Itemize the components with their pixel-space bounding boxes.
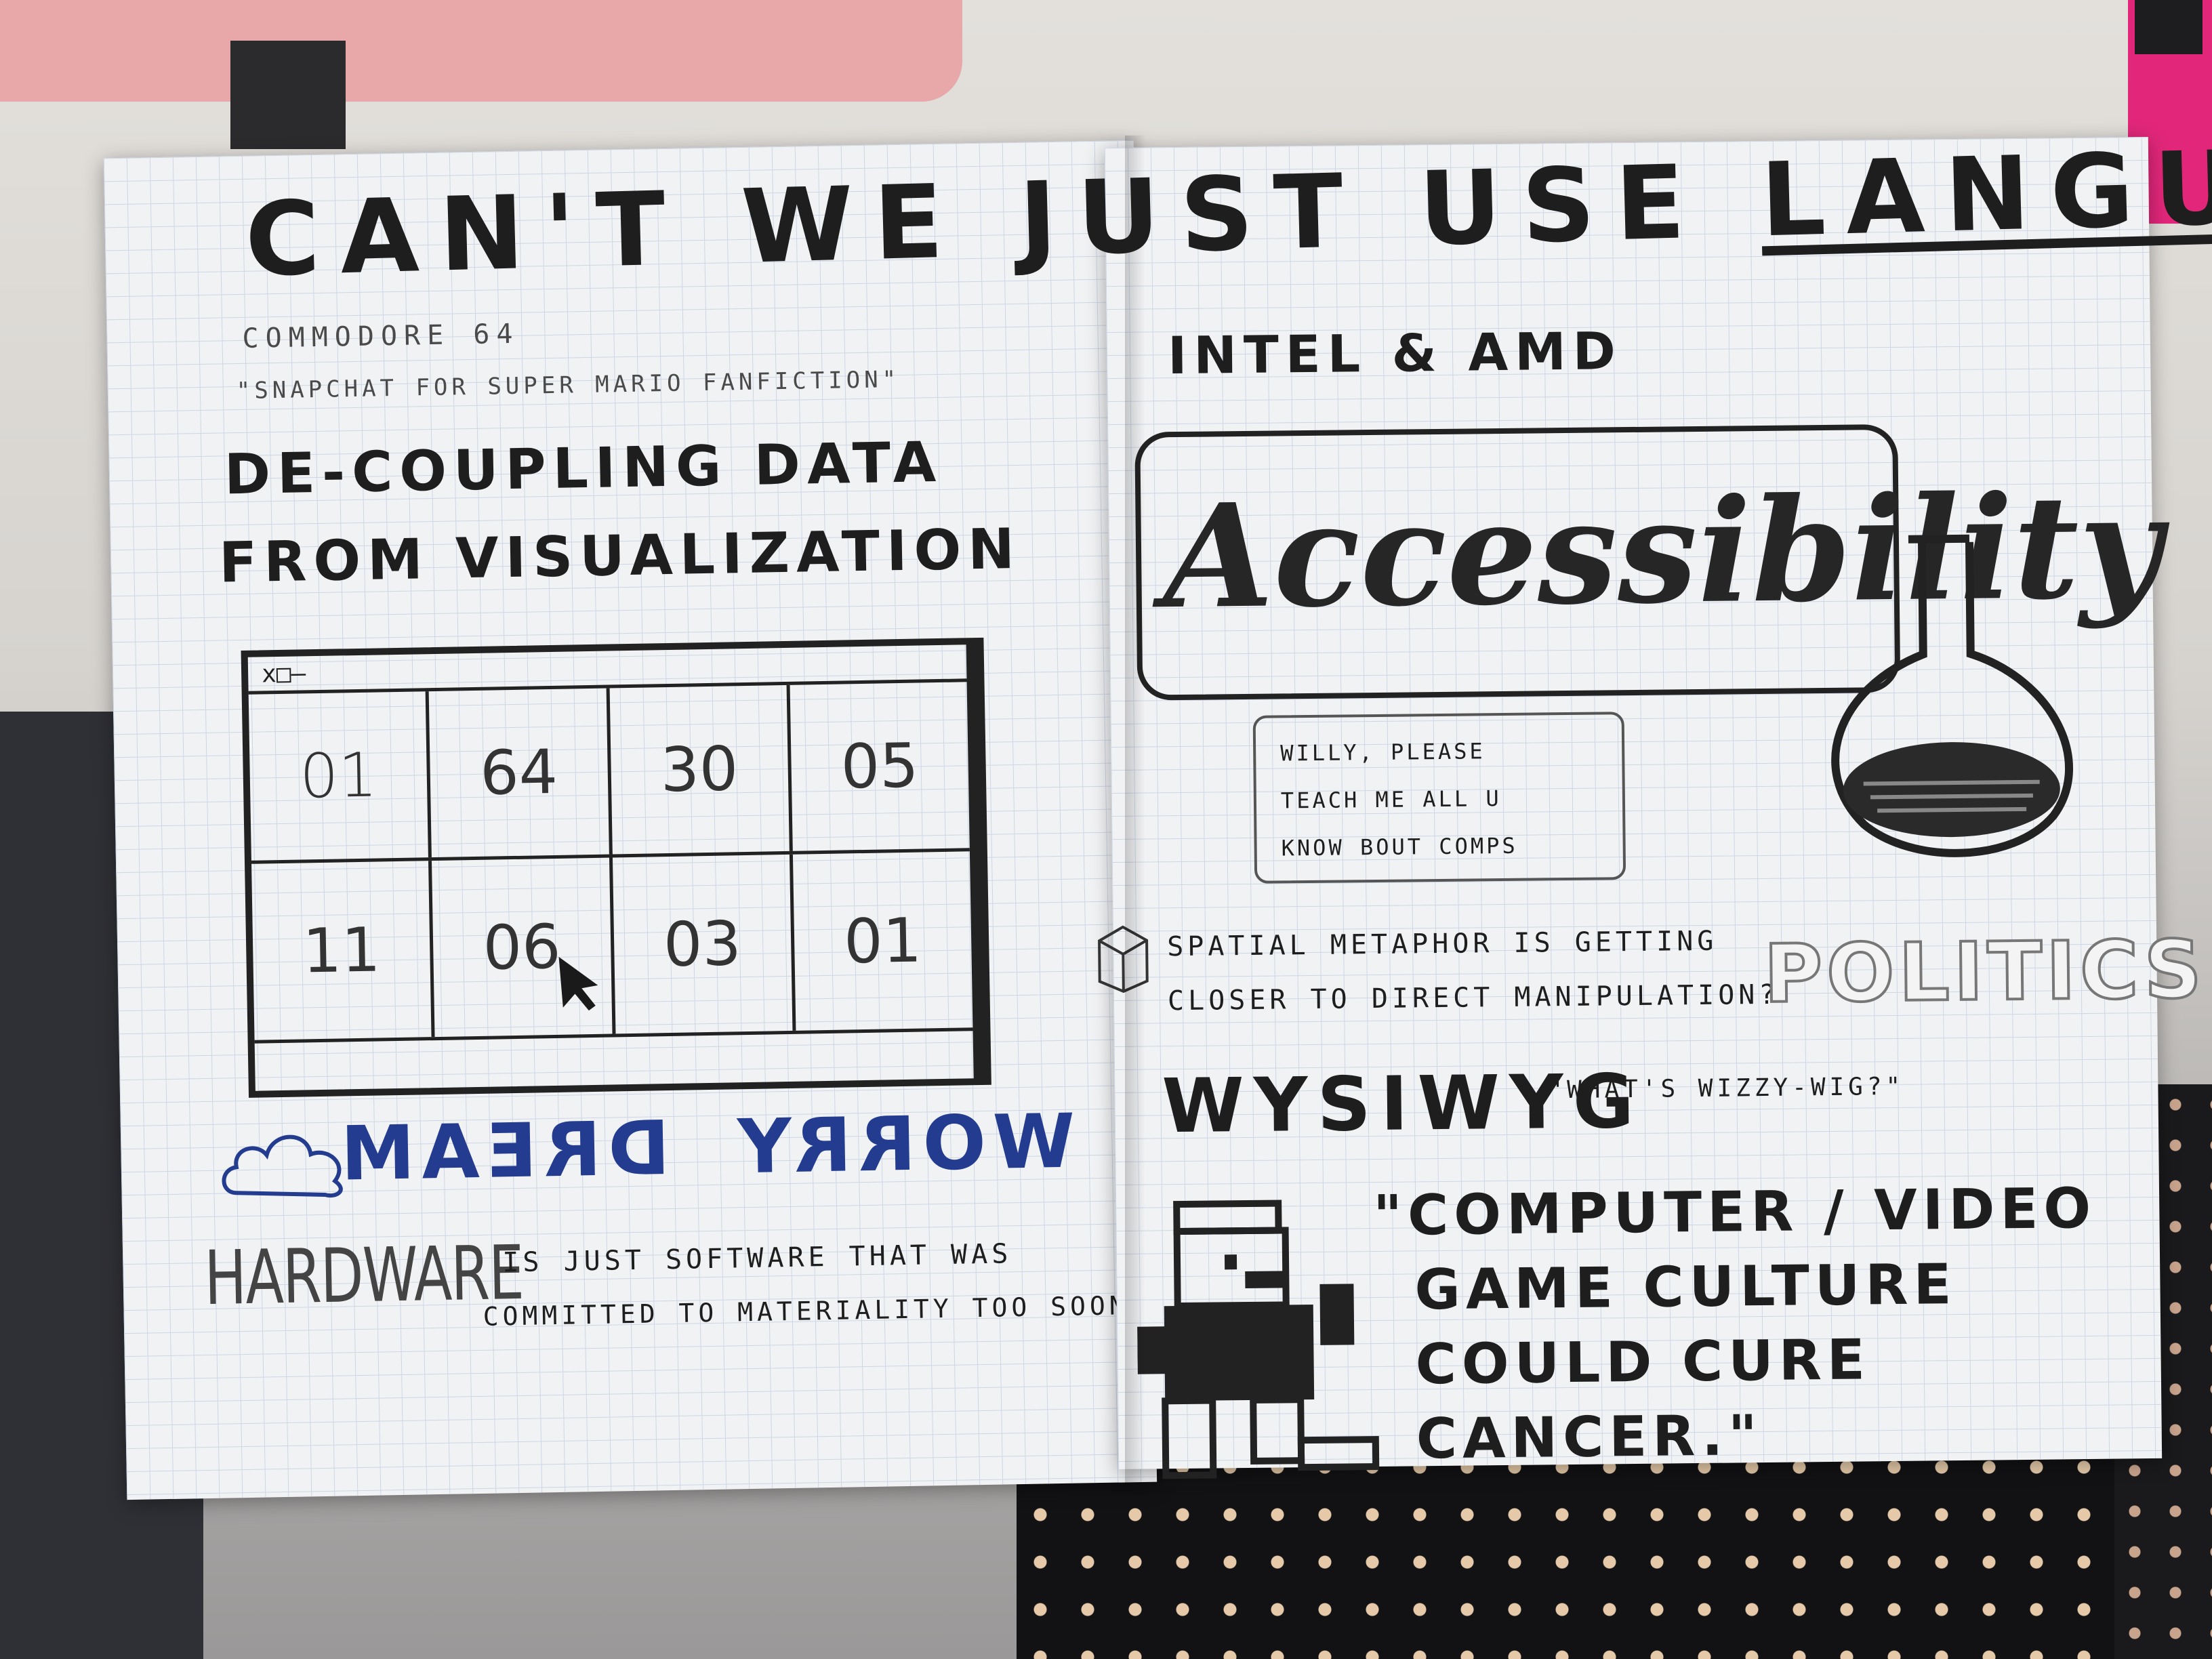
grid-cell: 03 <box>612 854 796 1034</box>
cloud-icon <box>222 1134 343 1198</box>
spreadsheet-sketch: x□– 01 64 30 05 11 06 03 01 <box>241 637 991 1098</box>
pixel-character-icon <box>1137 1200 1380 1479</box>
grid-cell: 30 <box>609 684 793 855</box>
window-controls-icon: x□– <box>261 659 306 689</box>
hardware-word: HARDWARE <box>203 1229 525 1322</box>
notebook-left-page: COMMODORE 64 "SNAPCHAT FOR SUPER MARIO F… <box>103 140 1158 1500</box>
spatial-line1: SPATIAL METAPHOR IS GETTING <box>1166 925 1718 963</box>
spatial-line2: CLOSER TO DIRECT MANIPULATION? <box>1167 979 1780 1017</box>
wizzywig-note: "WHAT'S WIZZY-WIG?" <box>1548 1072 1905 1105</box>
grid-row-2: 11 06 03 01 <box>251 851 973 1044</box>
intel-amd-heading: INTEL & AMD <box>1167 321 1623 386</box>
polka-dot-fabric <box>1017 1443 2212 1659</box>
willy-line3: KNOW BOUT COMPS <box>1281 832 1518 861</box>
willy-line2: TEACH ME ALL U <box>1280 785 1502 814</box>
bag-strap <box>230 41 346 149</box>
cursor-arrow-icon <box>558 956 598 1011</box>
flask-icon <box>1831 534 2074 857</box>
grid-cell: 11 <box>251 861 435 1040</box>
grid-cell-selected: 06 <box>432 857 616 1038</box>
grid-cell: 05 <box>840 730 920 803</box>
snapchat-note: "SNAPCHAT FOR SUPER MARIO FANFICTION" <box>236 365 901 405</box>
worry-mirrored: WORRY <box>730 1097 1076 1191</box>
decoupling-heading-line1: DE-COUPLING DATA <box>224 430 943 508</box>
politics-word: POLITICS <box>1762 921 2207 1022</box>
grid-cell: 01 <box>843 905 922 978</box>
worry-word: WORRY <box>730 1097 1138 1191</box>
pink-bag <box>0 0 962 102</box>
grid-cell: 64 <box>428 688 613 858</box>
willy-line1: WILLY, PLEASE <box>1280 738 1486 766</box>
cube-icon <box>1098 925 1149 994</box>
quote-line2: GAME CULTURE <box>1414 1252 1958 1323</box>
notebook-right-page: INTEL & AMD Accessibility WILLY, PLEASE … <box>1098 136 2207 1479</box>
grid-cell-text: 06 <box>482 911 562 984</box>
grid-cell: 01 <box>248 691 432 861</box>
commodore-note: COMMODORE 64 <box>242 318 520 354</box>
decoupling-heading-line2: FROM VISUALIZATION <box>218 516 1022 596</box>
hardware-note-line2: COMMITTED TO MATERIALITY TOO SOON. <box>483 1290 1149 1332</box>
quote-line4: CANCER." <box>1416 1404 1763 1472</box>
grid-row-1: 01 64 30 05 <box>248 682 970 864</box>
marker-cap <box>2135 0 2203 54</box>
dream-mirrored: DREAM <box>333 1105 671 1197</box>
quote-line3: COULD CURE <box>1415 1328 1871 1397</box>
quote-line1: "COMPUTER / VIDEO <box>1372 1176 2097 1249</box>
hardware-note-line1: IS JUST SOFTWARE THAT WAS <box>501 1238 1012 1279</box>
title-language: LANGUAGE? <box>1759 119 2212 260</box>
notebook-spine <box>1125 136 1145 1484</box>
